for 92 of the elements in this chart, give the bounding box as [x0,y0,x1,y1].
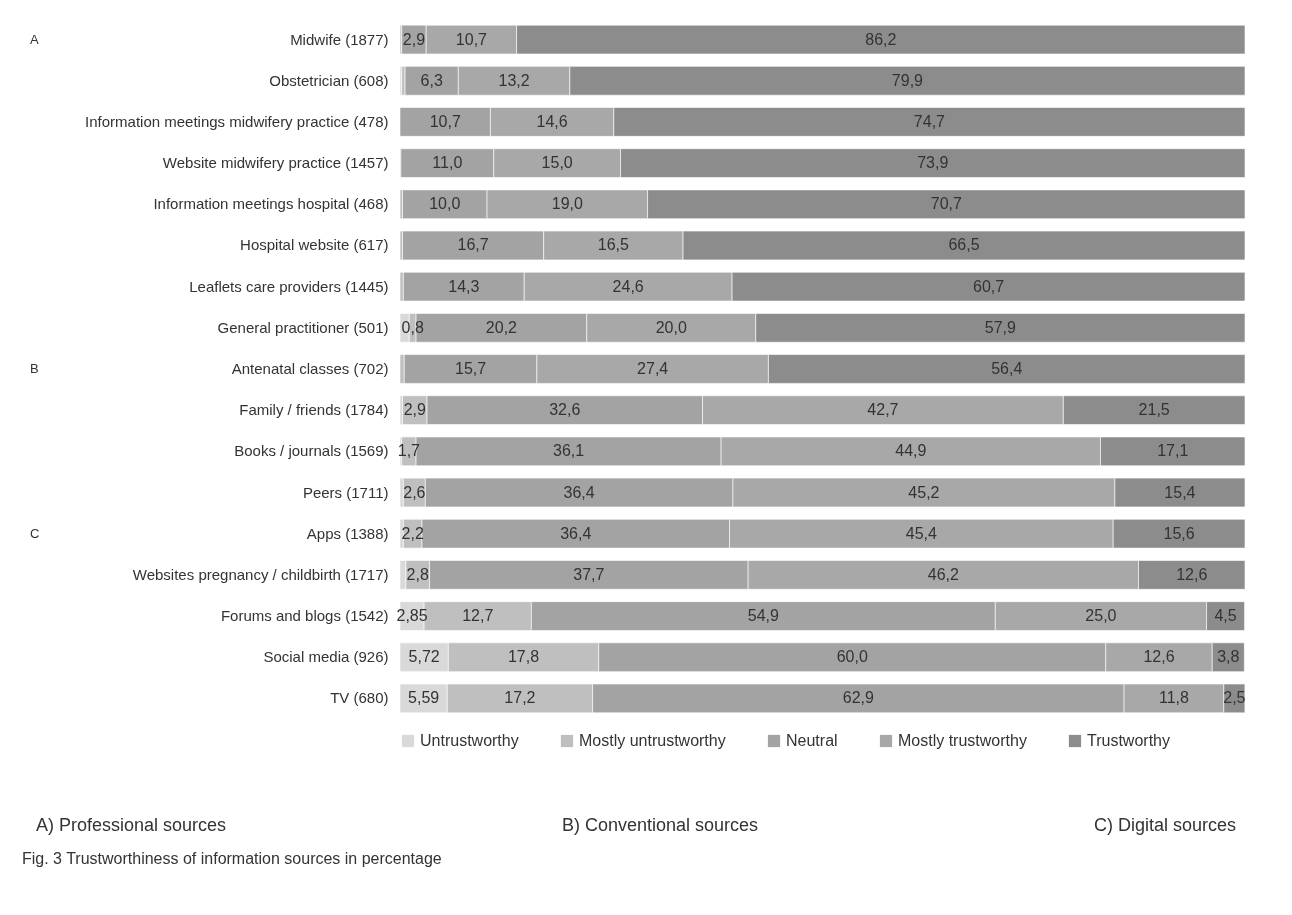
data-label: 54,9 [747,607,780,625]
y-tick-label: Obstetrician (608) [269,71,389,89]
text: B) Conventional sources [561,815,759,836]
data-label: 15,6 [1163,524,1195,542]
data-label: 45,2 [908,483,940,501]
data-label: 10,7 [455,30,488,48]
data-label: 36,1 [553,442,585,460]
data-label: 42,7 [867,401,899,419]
data-label: 1,7 [397,442,421,460]
data-label: 25,0 [1085,607,1117,625]
data-label: 14,3 [448,277,480,295]
data-label: 3,8 [1217,648,1240,666]
data-label: 0,8 [401,318,424,336]
caption: Fig. 3 Trustworthiness of information sources in percentage [22,850,442,868]
data-label: 60,7 [972,277,1005,295]
data-label: 17,8 [507,648,540,666]
y-tick-label: Leaflets care providers (1445) [189,277,389,295]
text: A) Professional sources [36,815,227,836]
data-label: 5,59 [408,689,440,707]
data-label: 79,9 [891,71,924,89]
data-label: 45,4 [905,524,938,542]
data-label: 56,4 [991,360,1023,377]
data-label: 19,0 [551,195,583,213]
data-label: 17,2 [504,689,536,707]
data-label: 12,7 [462,607,494,625]
data-label: 15,0 [541,154,573,172]
y-tick-label: Antenatal classes (702) [231,360,389,377]
data-label: 32,6 [549,401,581,419]
data-label: 20,0 [655,318,687,336]
legend-label: Mostly trustworthy [898,732,1027,749]
text: C [30,525,40,541]
y-tick-label: Hospital website (617) [240,236,389,254]
data-label: 15,7 [454,360,487,377]
y-tick-label: Information meetings midwifery practice (478) [85,112,389,130]
data-label: 2,5 [1223,689,1246,707]
text: C) Digital sources [1093,815,1236,836]
data-label: 60,0 [836,648,868,666]
y-tick-label: Websites pregnancy / childbirth (1717) [132,565,389,583]
data-label: 5,72 [408,648,440,666]
legend-label: Untrustworthy [420,732,519,749]
data-label: 70,7 [930,195,962,213]
data-label: 17,1 [1157,442,1189,460]
data-label: 74,7 [913,112,946,130]
data-label: 73,9 [917,154,949,172]
data-label: 2,9 [403,401,427,419]
data-label: 6,3 [420,71,443,89]
y-tick-label: TV (680) [330,689,389,707]
y-tick-label: Social media (926) [263,648,389,666]
data-label: 36,4 [560,524,592,542]
y-tick-label: Books / journals (1569) [234,442,389,460]
data-label: 11,0 [432,154,463,172]
text: A [30,31,39,47]
data-label: 2,85 [396,607,428,625]
data-label: 20,2 [485,318,518,336]
data-label: 2,9 [402,30,426,48]
data-label: 36,4 [563,483,595,501]
data-label: 12,6 [1143,648,1175,666]
data-label: 12,6 [1176,565,1208,583]
data-label: 16,7 [457,236,489,254]
data-label: 14,6 [536,112,568,130]
y-tick-label: Website midwifery practice (1457) [162,154,389,172]
y-tick-label: Information meetings hospital (468) [153,195,389,213]
data-label: 4,5 [1214,607,1237,625]
data-label: 57,9 [984,318,1017,336]
y-tick-label: Forums and blogs (1542) [220,607,389,625]
data-label: 2,8 [406,565,429,583]
data-label: 10,0 [429,195,461,213]
data-label: 37,7 [573,565,605,583]
y-tick-label: Family / friends (1784) [239,401,389,419]
y-tick-label: Midwife (1877) [290,30,389,48]
data-label: 13,2 [498,71,530,89]
legend-label: Trustworthy [1087,732,1170,749]
data-label: 27,4 [637,360,669,377]
data-label: 2,2 [401,524,424,542]
data-label: 10,7 [429,112,461,130]
y-tick-label: Peers (1711) [302,483,389,501]
data-label: 11,8 [1158,689,1190,707]
legend-label: Neutral [786,732,838,749]
legend-label: Mostly untrustworthy [579,732,726,749]
data-label: 66,5 [948,236,980,254]
y-tick-label: Apps (1388) [306,524,389,542]
text: B [30,361,39,376]
data-label: 44,9 [895,442,927,460]
data-label: 46,2 [927,565,960,583]
data-label: 2,6 [403,483,426,501]
data-label: 15,4 [1164,483,1196,501]
y-tick-label: General practitioner (501) [217,318,389,336]
data-label: 21,5 [1138,401,1170,419]
data-label: 86,2 [865,30,897,48]
data-label: 16,5 [597,236,630,254]
data-label: 62,9 [842,689,874,707]
data-label: 24,6 [612,277,644,295]
